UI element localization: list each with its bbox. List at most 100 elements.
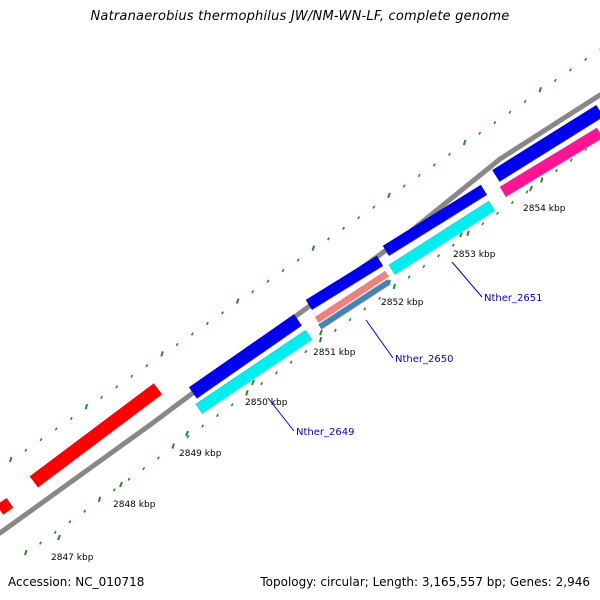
scale-tick-label: 2849 kbp [179, 449, 222, 459]
grid-dot [333, 328, 337, 332]
grid-dot [160, 351, 164, 357]
red-feature [29, 383, 163, 488]
grid-dot [478, 131, 482, 135]
grid-dot [496, 211, 499, 215]
grid-dot [432, 163, 436, 167]
outer-feature [305, 255, 384, 311]
accession-text: Accession: NC_010718 [8, 575, 145, 589]
grid-dot [266, 279, 270, 283]
gene-labels-layer: Nther_2649 Nther_2650 Nther_2651 [267, 261, 542, 438]
inner-feature [388, 200, 496, 276]
outer-feature-highlight [196, 325, 303, 400]
map-title: Natranaerobius thermophilus JW/NM-WN-LF,… [90, 9, 510, 24]
scale-tick-label: 2848 kbp [113, 500, 156, 510]
scale-tick-label: 2847 kbp [51, 553, 94, 563]
scale-tick-label: 2850 kbp [245, 398, 288, 408]
pink-feature-highlight [505, 139, 600, 198]
grid-dot [171, 443, 175, 449]
grid-dot [53, 530, 57, 535]
scale-tick-label: 2853 kbp [453, 250, 496, 260]
grid-dots-layer [9, 48, 600, 556]
grid-dot [84, 403, 89, 410]
grid-dot [493, 121, 497, 125]
scale-tick-label: 2852 kbp [381, 298, 424, 308]
inner-feature-highlight [394, 210, 496, 276]
grid-dot [555, 169, 558, 173]
gene-leader-line [451, 261, 483, 298]
grid-dot [448, 152, 451, 157]
grid-dot [363, 307, 367, 311]
red-feature-highlight [3, 507, 14, 516]
grid-dot [289, 360, 293, 364]
grid-dot [311, 245, 316, 252]
outer-feature [382, 184, 488, 257]
grid-dot [157, 456, 160, 460]
grid-dot [462, 139, 467, 146]
grid-dot [402, 184, 406, 188]
scale-tick-mark [57, 534, 61, 541]
scale-tick-mark [185, 430, 189, 437]
gene-label: Nther_2649 [296, 427, 354, 438]
steel-feature [318, 279, 391, 330]
grid-dot [392, 283, 397, 290]
grid-dot [342, 226, 346, 231]
inner-feature [195, 329, 313, 415]
salmon-feature [314, 270, 390, 324]
grid-dot [540, 177, 544, 183]
scale-tick-label: 2854 kbp [523, 204, 566, 214]
grid-dot [523, 99, 527, 104]
grid-dot [296, 258, 300, 262]
grid-dot [318, 336, 323, 343]
grid-dot [9, 456, 13, 463]
grid-dot [304, 349, 308, 354]
scale-tick-mark [251, 379, 255, 386]
grid-dot [24, 448, 28, 452]
red-feature [0, 497, 14, 516]
grid-dot [115, 385, 119, 389]
gene-leader-line [365, 319, 394, 359]
grid-dot [407, 275, 411, 279]
grid-dot [190, 332, 194, 336]
grid-dot [175, 342, 179, 347]
grid-dot [538, 86, 542, 93]
grid-dot [553, 78, 557, 83]
grid-dot [69, 416, 73, 421]
scale-tick-mark [459, 231, 463, 238]
grid-dot [510, 200, 514, 205]
grid-dot [525, 190, 529, 194]
grid-dot [68, 520, 72, 524]
outer-feature-highlight [388, 194, 488, 257]
grid-dot [221, 311, 224, 315]
grid-dot [451, 243, 455, 247]
grid-dot [417, 173, 421, 178]
pink-feature [499, 127, 600, 198]
steel-feature-highlight [321, 284, 391, 330]
gene-label: Nther_2650 [395, 354, 453, 365]
features-layer [0, 104, 600, 516]
gene-label: Nther_2651 [484, 293, 542, 304]
grid-dot [201, 424, 205, 428]
grid-dot [245, 390, 249, 396]
grid-dot [24, 549, 28, 556]
grid-dot [348, 317, 352, 322]
grid-dot [466, 230, 470, 237]
grid-dot [357, 216, 361, 220]
outer-feature-highlight [311, 265, 384, 311]
grid-dot [97, 496, 102, 503]
grid-dot [481, 222, 485, 226]
grid-dot [142, 466, 146, 471]
gene-leader-line [267, 397, 295, 432]
grid-dot [100, 395, 103, 400]
topology-summary: Topology: circular; Length: 3,165,557 bp… [260, 575, 590, 589]
outer-feature [188, 313, 303, 400]
scale-tick-label: 2851 kbp [313, 348, 356, 358]
grid-dot [230, 403, 234, 407]
grid-dot [584, 57, 588, 61]
outer-feature [491, 104, 600, 183]
scale-ticks-layer: 2847 kbp 2848 kbp 2849 kbp 2850 kbp 2851 kbp… [51, 185, 566, 563]
inner-feature-highlight [202, 339, 313, 415]
scale-tick-mark [119, 481, 123, 488]
scale-tick-mark [529, 185, 533, 192]
grid-dot [274, 371, 278, 375]
